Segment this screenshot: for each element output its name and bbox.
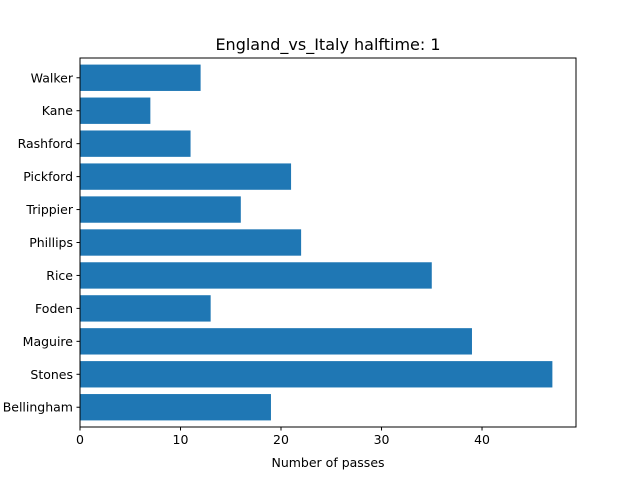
x-tick-label: 10 [173, 432, 189, 447]
bars-group [80, 64, 553, 421]
bar-rice [80, 262, 432, 289]
bar-trippier [80, 196, 241, 223]
x-tick-label: 20 [273, 432, 289, 447]
y-tick-label: Trippier [25, 202, 73, 217]
bar-rashford [80, 130, 191, 157]
y-tick-label: Rashford [18, 136, 73, 151]
y-tick-label: Maguire [23, 334, 74, 349]
y-tick-label: Rice [46, 268, 73, 283]
bar-walker [80, 64, 201, 91]
bar-pickford [80, 163, 292, 190]
x-axis-label: Number of passes [271, 455, 384, 470]
x-ticks-group: 0 10 20 30 40 [76, 427, 490, 447]
x-tick-label: 0 [76, 432, 84, 447]
x-tick-label: 40 [474, 432, 490, 447]
bar-maguire [80, 328, 472, 355]
y-tick-label: Phillips [29, 235, 73, 250]
y-tick-label: Bellingham [3, 400, 73, 415]
bar-stones [80, 361, 553, 388]
y-tick-label: Stones [30, 367, 73, 382]
x-tick-label: 30 [374, 432, 390, 447]
y-tick-label: Kane [42, 103, 74, 118]
chart-title: England_vs_Italy halftime: 1 [215, 35, 440, 55]
bar-foden [80, 295, 211, 322]
bar-bellingham [80, 394, 271, 421]
y-tick-label: Walker [31, 70, 74, 85]
y-ticks-group: Walker Kane Rashford Pickford Trippier Philli… [3, 70, 80, 415]
bar-kane [80, 97, 151, 124]
axes-frame [79, 57, 577, 428]
bar-phillips [80, 229, 302, 256]
y-tick-label: Pickford [23, 169, 73, 184]
y-tick-label: Foden [35, 301, 73, 316]
